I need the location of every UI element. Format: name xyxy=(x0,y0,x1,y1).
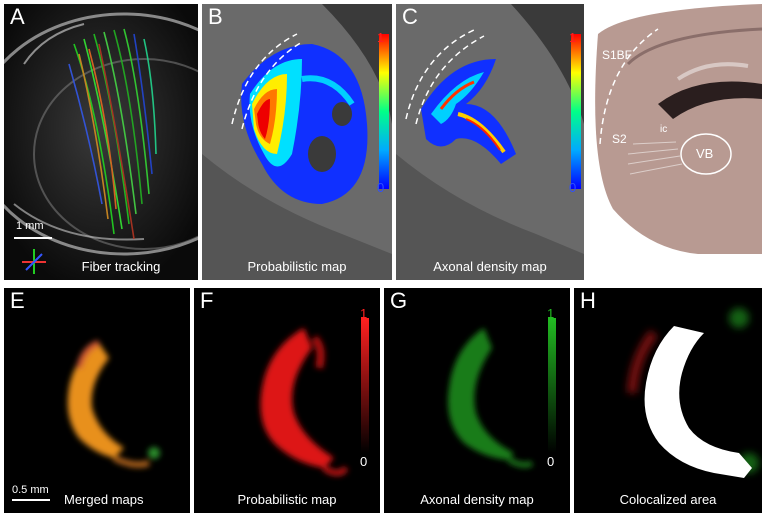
caption-h: Colocalized area xyxy=(619,492,717,507)
colorbar-b xyxy=(379,34,389,189)
panel-d-axonal-fiber-tracing: D S1BF S2 ic VB 1 mm Axonal fiber tracin… xyxy=(588,4,762,280)
panel-letter-a: A xyxy=(10,4,25,29)
panel-letter-f: F xyxy=(200,288,214,313)
panel-letter-b: B xyxy=(208,4,223,29)
orientation-axes-icon xyxy=(22,249,46,274)
panel-letter-g: G xyxy=(390,288,408,313)
panel-b-probabilistic-map: B 1 0 Probabilistic map xyxy=(202,4,392,280)
colorbar-f xyxy=(361,318,369,453)
scale-label-a: 1 mm xyxy=(16,220,44,232)
panel-c-image xyxy=(396,4,584,280)
density-signal xyxy=(448,328,534,468)
panel-h-colocalized-area: H Colocalized area xyxy=(574,288,762,513)
caption-e: Merged maps xyxy=(64,492,144,507)
colorbar-g-max: 1 xyxy=(547,306,555,321)
panel-a-fiber-tracking: A 1 mm Fiber tracking xyxy=(4,4,198,280)
merged-signal xyxy=(67,340,160,468)
scale-label-d: 1 mm xyxy=(594,232,622,244)
panel-letter-c: C xyxy=(402,4,418,29)
colocalized-region xyxy=(644,326,752,478)
caption-g: Axonal density map xyxy=(420,492,534,507)
colorbar-c xyxy=(571,34,581,189)
scale-label-e: 0.5 mm xyxy=(12,484,49,496)
panel-g-axonal-density-map: G 1 0 Axonal density map xyxy=(384,288,570,513)
colorbar-f-max: 1 xyxy=(360,306,368,321)
colorbar-g xyxy=(548,318,556,453)
label-s2: S2 xyxy=(612,132,627,146)
panel-e-image xyxy=(12,340,160,501)
panel-letter-h: H xyxy=(580,288,596,313)
panel-f-image xyxy=(260,318,369,476)
colorbar-c-min: 0 xyxy=(569,180,577,195)
ventricle xyxy=(658,81,762,119)
panel-g-image xyxy=(448,318,556,468)
colorbar-c-max: 1 xyxy=(569,30,577,45)
panel-letter-e: E xyxy=(10,288,25,313)
caption-f: Probabilistic map xyxy=(237,492,337,507)
panel-e-merged-maps: E 0.5 mm Merged maps xyxy=(4,288,190,513)
colorbar-b-min: 0 xyxy=(377,180,385,195)
panel-letter-d: D xyxy=(594,4,610,29)
colorbar-f-min: 0 xyxy=(360,454,368,469)
caption-b: Probabilistic map xyxy=(247,259,347,274)
density-heatmap xyxy=(421,59,516,164)
panel-h-image xyxy=(627,308,759,478)
panel-b-image xyxy=(202,4,392,280)
probability-signal xyxy=(260,328,349,476)
panel-d-image xyxy=(592,4,762,254)
panel-c-axonal-density-map: C 1 0 Axonal density map xyxy=(396,4,584,280)
caption-c: Axonal density map xyxy=(433,259,547,274)
colorbar-b-max: 1 xyxy=(377,30,385,45)
caption-d: Axonal fiber tracing xyxy=(619,259,731,274)
vb-outline xyxy=(680,133,732,175)
probability-heatmap xyxy=(241,44,368,204)
label-ic: ic xyxy=(660,124,668,135)
panel-f-probabilistic-map: F 1 0 Probabilistic map xyxy=(194,288,380,513)
caption-a: Fiber tracking xyxy=(81,259,161,274)
colorbar-g-min: 0 xyxy=(547,454,555,469)
label-vb: VB xyxy=(696,146,714,161)
panel-a-image xyxy=(4,4,198,280)
label-s1bf: S1BF xyxy=(602,48,633,62)
